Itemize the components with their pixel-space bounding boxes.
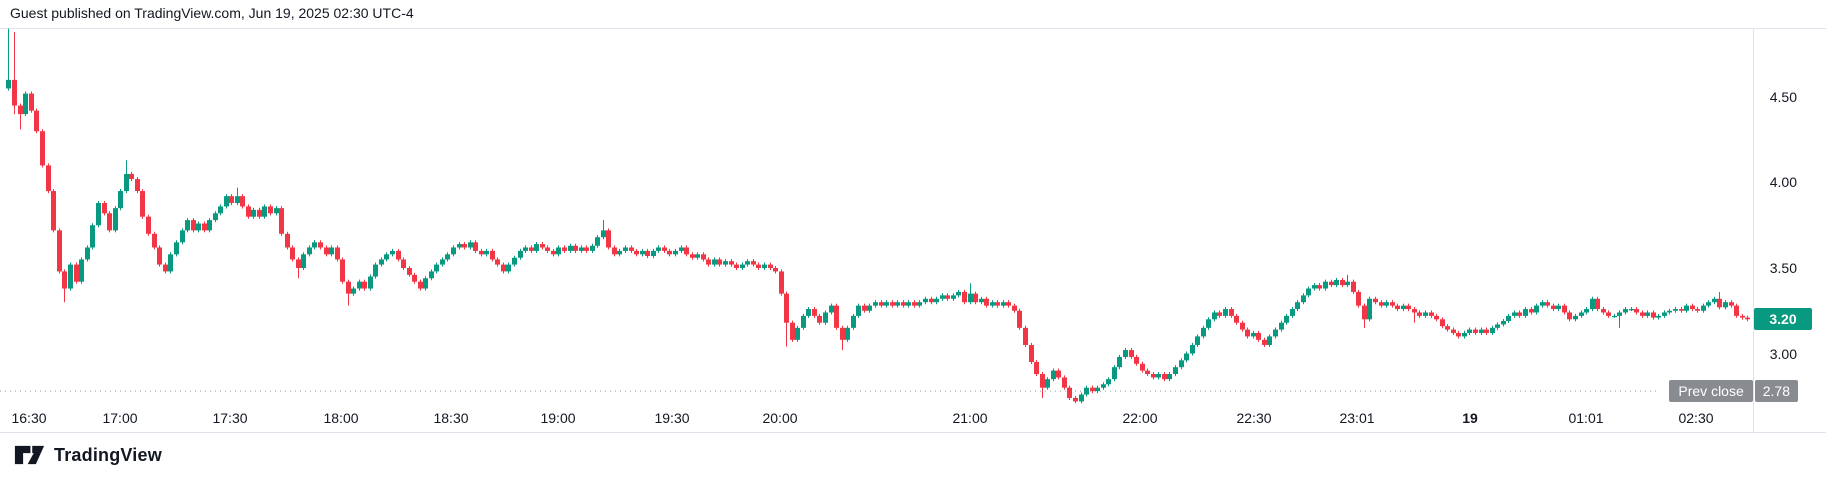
price-tick-label: 3.50	[1769, 260, 1797, 276]
time-tick-label: 18:30	[433, 410, 469, 426]
time-tick-label: 20:00	[762, 410, 798, 426]
time-tick-label: 19	[1462, 410, 1478, 426]
price-tick-label: 4.00	[1769, 174, 1797, 190]
tradingview-logo-icon	[14, 445, 45, 465]
prev-close-label: Prev close	[1669, 380, 1753, 403]
tradingview-logo-text: TradingView	[54, 444, 162, 465]
time-tick-label: 17:00	[102, 410, 138, 426]
time-tick-label: 22:30	[1236, 410, 1272, 426]
tradingview-logo[interactable]: TradingView	[14, 444, 162, 466]
time-tick-label: 22:00	[1122, 410, 1158, 426]
publish-attribution-text: Guest published on TradingView.com, Jun …	[10, 5, 414, 21]
time-tick-label: 19:00	[540, 410, 576, 426]
time-tick-label: 17:30	[212, 410, 248, 426]
time-tick-label: 19:30	[654, 410, 690, 426]
time-axis-border	[0, 432, 1826, 433]
time-tick-label: 01:01	[1568, 410, 1604, 426]
price-axis-separator	[1753, 28, 1754, 432]
price-tick-label: 4.50	[1769, 89, 1797, 105]
prev-close-badge: Prev close 2.78	[1669, 380, 1798, 403]
time-tick-label: 23:01	[1339, 410, 1375, 426]
price-tick-label: 3.00	[1769, 346, 1797, 362]
time-tick-label: 02:30	[1678, 410, 1714, 426]
last-price-badge: 3.20	[1754, 308, 1812, 331]
time-tick-label: 21:00	[952, 410, 988, 426]
chart-top-border	[0, 28, 1826, 29]
time-tick-label: 16:30	[11, 410, 47, 426]
prev-close-value: 2.78	[1754, 380, 1798, 403]
time-tick-label: 18:00	[323, 410, 359, 426]
